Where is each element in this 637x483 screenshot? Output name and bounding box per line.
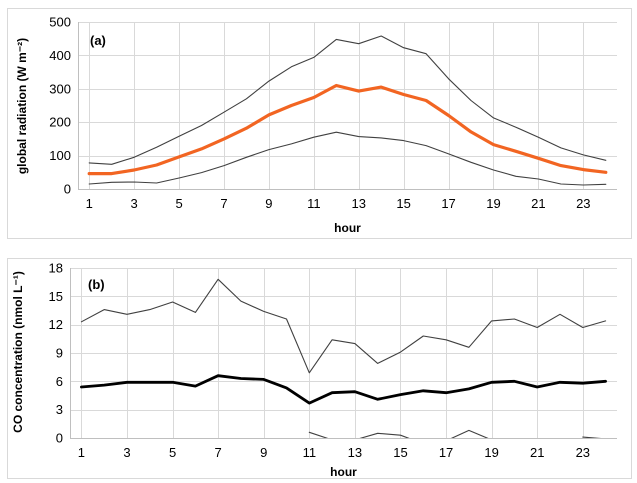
y-tick-label: 12 [49,317,63,332]
x-tick-label: 3 [131,196,138,211]
x-tick-label: 15 [396,196,410,211]
x-tick-label: 13 [348,445,362,460]
y-tick-label: 0 [64,182,71,197]
y-tick-label: 15 [49,289,63,304]
x-tick-label: 1 [86,196,93,211]
y-tick-label: 500 [49,15,71,30]
y-tick-label: 200 [49,115,71,130]
plot-series-group [87,35,608,186]
x-tick-label: 11 [303,445,317,460]
y-tick-label: 100 [49,148,71,163]
series-line-mean [87,83,608,176]
x-tick-label: 13 [351,196,365,211]
y-tick-label: 400 [49,48,71,63]
y-axis-title: CO concentration (nmol L⁻¹) [11,271,25,433]
x-tick-label: 17 [441,196,455,211]
panel-label: (a) [90,33,106,48]
series-line-lower [88,131,607,186]
chart-frame-a [7,8,632,239]
x-tick-label: 15 [393,445,407,460]
x-axis-title: hour [334,221,361,235]
y-tick-label: 18 [49,261,63,276]
x-tick-label: 1 [78,445,85,460]
series-line-lower [308,429,602,438]
y-tick-label: 3 [56,402,63,417]
x-tick-label: 23 [576,196,590,211]
y-tick-label: 300 [49,81,71,96]
y-tick-label: 9 [56,346,63,361]
x-axis-title: hour [330,465,357,479]
x-tick-label: 23 [576,445,590,460]
x-tick-label: 5 [175,196,182,211]
x-tick-label: 21 [531,196,545,211]
series-line-mean [80,374,607,405]
x-tick-label: 3 [123,445,130,460]
x-tick-label: 7 [220,196,227,211]
x-tick-label: 5 [169,445,176,460]
panel-label: (b) [88,277,105,292]
x-tick-label: 21 [530,445,544,460]
x-tick-label: 9 [260,445,267,460]
x-tick-label: 7 [215,445,222,460]
x-tick-label: 17 [439,445,453,460]
x-tick-label: 19 [486,196,500,211]
y-tick-label: 6 [56,374,63,389]
x-tick-label: 11 [307,196,321,211]
x-tick-label: 19 [484,445,498,460]
chart-frame-b [7,258,632,479]
plot-series-group [80,278,607,438]
series-line-upper [88,35,607,165]
series-line-upper [80,278,607,374]
y-axis-title: global radiation (W m⁻²) [15,38,29,174]
x-tick-label: 9 [265,196,272,211]
y-tick-label: 0 [56,431,63,446]
